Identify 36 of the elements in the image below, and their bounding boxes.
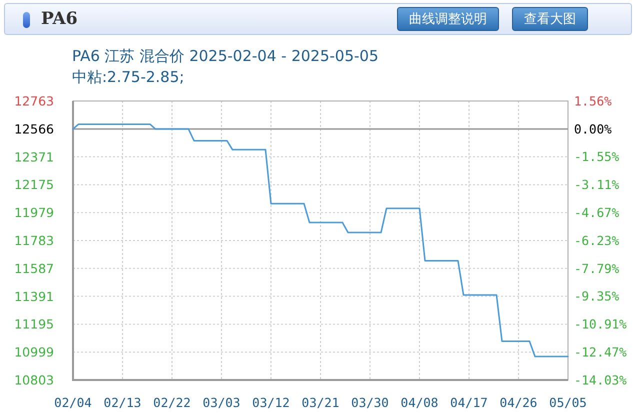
x-tick-label: 05/05 <box>549 395 587 410</box>
x-tick-label: 03/21 <box>302 395 340 410</box>
x-tick-label: 03/30 <box>351 395 389 410</box>
y2-tick-label: -1.55% <box>574 149 620 164</box>
x-tick-label: 04/17 <box>450 395 488 410</box>
y-tick-label: 11979 <box>14 205 54 220</box>
y2-tick-label: 1.56% <box>574 94 612 108</box>
y2-tick-label: -14.03% <box>574 372 628 388</box>
y-tick-label: 12371 <box>14 149 54 164</box>
x-tick-label: 03/12 <box>252 395 290 410</box>
y2-tick-label: -12.47% <box>574 344 628 360</box>
y-tick-label: 12763 <box>14 94 54 108</box>
y-tick-label: 10999 <box>14 344 54 360</box>
y2-tick-label: -3.11% <box>574 177 620 192</box>
y2-tick-label: -10.91% <box>574 316 628 332</box>
y-tick-label: 11391 <box>14 288 54 304</box>
subtitle: PA6 江苏 混合价 2025-02-04 - 2025-05-05 <box>72 47 378 65</box>
y2-tick-label: -7.79% <box>574 260 620 276</box>
annotation: 中粘:2.75-2.85; <box>72 68 184 86</box>
x-tick-label: 02/13 <box>104 395 142 410</box>
y-tick-label: 12175 <box>14 177 54 192</box>
y-tick-label: 12566 <box>14 122 54 137</box>
x-tick-label: 04/26 <box>500 395 538 410</box>
y-tick-label: 11783 <box>14 233 54 248</box>
y2-tick-label: 0.00% <box>574 121 612 136</box>
x-tick-label: 02/04 <box>54 395 92 410</box>
y-tick-label: 10803 <box>14 372 54 388</box>
title: PA6 <box>41 9 78 29</box>
x-tick-label: 04/08 <box>400 395 438 410</box>
y2-tick-label: -9.35% <box>574 288 620 304</box>
y-tick-label: 11195 <box>14 316 54 332</box>
x-tick-label: 02/22 <box>153 395 191 410</box>
y2-tick-label: -6.23% <box>574 232 620 248</box>
y-tick-label: 11587 <box>14 260 54 276</box>
y2-tick-label: -4.67% <box>574 204 620 220</box>
x-tick-label: 03/03 <box>202 395 240 410</box>
